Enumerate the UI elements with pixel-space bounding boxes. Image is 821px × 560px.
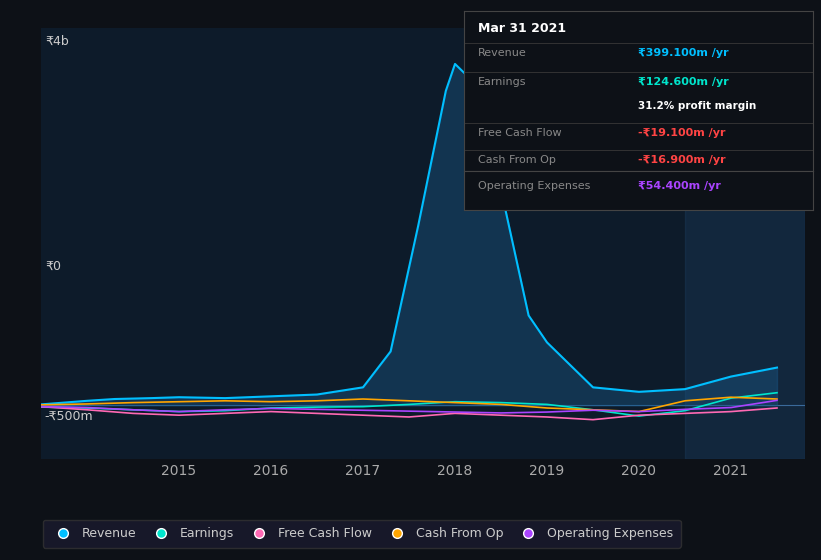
Text: Free Cash Flow: Free Cash Flow <box>478 128 562 138</box>
Text: -₹16.900m /yr: -₹16.900m /yr <box>639 155 726 165</box>
Text: -₹500m: -₹500m <box>45 409 94 423</box>
Text: ₹0: ₹0 <box>45 259 61 273</box>
Text: ₹124.600m /yr: ₹124.600m /yr <box>639 77 729 87</box>
Text: Mar 31 2021: Mar 31 2021 <box>478 22 566 35</box>
Text: Cash From Op: Cash From Op <box>478 155 556 165</box>
Legend: Revenue, Earnings, Free Cash Flow, Cash From Op, Operating Expenses: Revenue, Earnings, Free Cash Flow, Cash … <box>43 520 681 548</box>
Text: ₹4b: ₹4b <box>45 35 69 48</box>
Text: Operating Expenses: Operating Expenses <box>478 180 590 190</box>
Bar <box>685 28 805 459</box>
Text: 31.2% profit margin: 31.2% profit margin <box>639 101 757 110</box>
Text: -₹19.100m /yr: -₹19.100m /yr <box>639 128 726 138</box>
Text: Revenue: Revenue <box>478 48 526 58</box>
Text: ₹399.100m /yr: ₹399.100m /yr <box>639 48 729 58</box>
Text: ₹54.400m /yr: ₹54.400m /yr <box>639 180 721 190</box>
Text: Earnings: Earnings <box>478 77 526 87</box>
